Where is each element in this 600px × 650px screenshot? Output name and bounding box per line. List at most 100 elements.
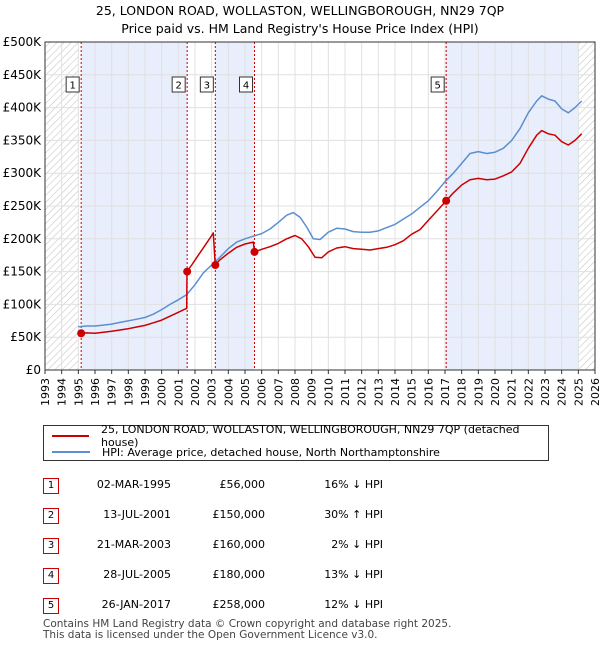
table-row: 5 26-JAN-2017 £258,000 12% ↓ HPI: [43, 595, 563, 615]
attribution-line-2: This data is licensed under the Open Gov…: [43, 629, 378, 641]
x-tick-label: 2003: [206, 378, 219, 406]
sale-price: £160,000: [212, 538, 266, 551]
sale-label-box: [171, 76, 186, 93]
hpi-series-line: [78, 95, 583, 328]
legend-label-property: 25, LONDON ROAD, WOLLASTON, WELLINGBOROU…: [100, 423, 520, 449]
x-tick-label: 2000: [156, 378, 169, 406]
legend-item-hpi: HPI: Average price, detached house, Nort…: [52, 444, 440, 460]
sale-number-badge: 2: [43, 508, 59, 524]
x-tick-label: 2009: [306, 378, 319, 406]
x-tick-label: 2024: [556, 378, 569, 406]
x-tick-label: 1999: [139, 378, 152, 406]
y-tick-label: £0: [26, 363, 41, 377]
x-tick-label: 1994: [56, 378, 69, 406]
x-tick-label: 1993: [39, 378, 52, 406]
x-tick-label: 2002: [189, 378, 202, 406]
x-tick-label: 2016: [422, 378, 435, 406]
attribution-footer: Contains HM Land Registry data © Crown c…: [43, 619, 451, 641]
y-tick-label: £350K: [3, 133, 43, 147]
sale-date: 02-MAR-1995: [96, 478, 171, 491]
sale-price: £258,000: [212, 598, 266, 611]
x-tick-label: 2008: [289, 378, 302, 406]
sale-date: 26-JAN-2017: [101, 598, 171, 611]
x-tick-label: 2005: [239, 378, 252, 406]
table-row: 2 13-JUL-2001 £150,000 30% ↑ HPI: [43, 505, 563, 525]
attribution-line-1: Contains HM Land Registry data © Crown c…: [43, 618, 452, 630]
sale-label-number: 5: [434, 81, 440, 92]
sale-hpi-diff: 12% ↓ HPI: [324, 598, 383, 611]
sale-point: [211, 261, 220, 270]
x-tick-label: 2010: [322, 378, 335, 406]
sale-point: [77, 329, 86, 338]
x-tick-label: 2019: [472, 378, 485, 406]
x-tick-label: 2025: [572, 378, 585, 406]
sale-label-box: [65, 76, 80, 93]
sale-date: 13-JUL-2001: [103, 508, 171, 521]
y-tick-label: £500K: [3, 35, 43, 49]
sale-number-badge: 1: [43, 478, 59, 494]
sale-hpi-diff: 13% ↓ HPI: [324, 568, 383, 581]
sale-label-number: 4: [243, 81, 249, 92]
sale-label-box: [239, 76, 253, 93]
x-tick-label: 2012: [356, 378, 369, 406]
sale-point: [442, 196, 451, 205]
x-tick-label: 2011: [339, 378, 352, 406]
x-tick-label: 2022: [522, 378, 535, 406]
sale-hpi-diff: 2% ↓ HPI: [331, 538, 383, 551]
x-tick-label: 2026: [589, 378, 600, 406]
sale-price: £56,000: [219, 478, 266, 491]
x-tick-label: 1998: [122, 378, 135, 406]
sale-point: [250, 247, 259, 256]
sale-hpi-diff: 16% ↓ HPI: [324, 478, 383, 491]
sale-label-number: 1: [69, 81, 75, 92]
x-tick-label: 1995: [72, 378, 85, 406]
sale-date: 21-MAR-2003: [96, 538, 171, 551]
chart-legend: 25, LONDON ROAD, WOLLASTON, WELLINGBOROU…: [43, 423, 549, 461]
x-tick-label: 2023: [539, 378, 552, 406]
legend-swatch-hpi: [52, 451, 90, 453]
plot-frame: [44, 41, 596, 371]
sale-date: 28-JUL-2005: [103, 568, 171, 581]
y-tick-label: £300K: [3, 166, 43, 180]
x-tick-label: 2020: [489, 378, 502, 406]
table-row: 4 28-JUL-2005 £180,000 13% ↓ HPI: [43, 565, 563, 585]
sale-number-badge: 4: [43, 568, 59, 584]
table-row: 1 02-MAR-1995 £56,000 16% ↓ HPI: [43, 475, 563, 495]
sale-point: [183, 267, 192, 276]
x-tick-label: 2006: [256, 378, 269, 406]
x-tick-label: 2015: [406, 378, 419, 406]
sale-number-badge: 3: [43, 538, 59, 554]
y-tick-label: £450K: [3, 68, 43, 82]
x-tick-label: 2021: [506, 378, 519, 406]
x-tick-label: 2017: [439, 378, 452, 406]
legend-label-hpi: HPI: Average price, detached house, Nort…: [102, 445, 440, 459]
sale-label-number: 3: [204, 81, 210, 92]
x-tick-label: 2007: [272, 378, 285, 406]
property-series-line: [81, 129, 583, 335]
y-tick-label: £100K: [3, 297, 43, 311]
sale-label-box: [430, 76, 445, 93]
x-tick-label: 1997: [106, 378, 119, 406]
chart-subtitle: Price paid vs. HM Land Registry's House …: [121, 21, 479, 36]
y-tick-label: £150K: [3, 265, 43, 279]
y-tick-label: £250K: [3, 199, 43, 213]
x-tick-label: 1996: [89, 378, 102, 406]
x-tick-label: 2001: [172, 378, 185, 406]
sale-hpi-diff: 30% ↑ HPI: [324, 508, 383, 521]
sale-price: £180,000: [212, 568, 266, 581]
y-tick-label: £50K: [10, 330, 42, 344]
x-tick-label: 2014: [389, 378, 402, 406]
chart-title: 25, LONDON ROAD, WOLLASTON, WELLINGBOROU…: [95, 3, 505, 18]
sale-price: £150,000: [212, 508, 266, 521]
x-tick-label: 2004: [222, 378, 235, 406]
legend-swatch-property: [52, 435, 89, 437]
legend-item-property: 25, LONDON ROAD, WOLLASTON, WELLINGBOROU…: [52, 423, 548, 449]
table-row: 3 21-MAR-2003 £160,000 2% ↓ HPI: [43, 535, 563, 555]
sale-label-number: 2: [175, 81, 181, 92]
x-tick-label: 2013: [372, 378, 385, 406]
y-tick-label: £200K: [3, 232, 43, 246]
y-tick-label: £400K: [3, 101, 43, 115]
sale-number-badge: 5: [43, 598, 59, 614]
sale-label-box: [199, 76, 214, 93]
